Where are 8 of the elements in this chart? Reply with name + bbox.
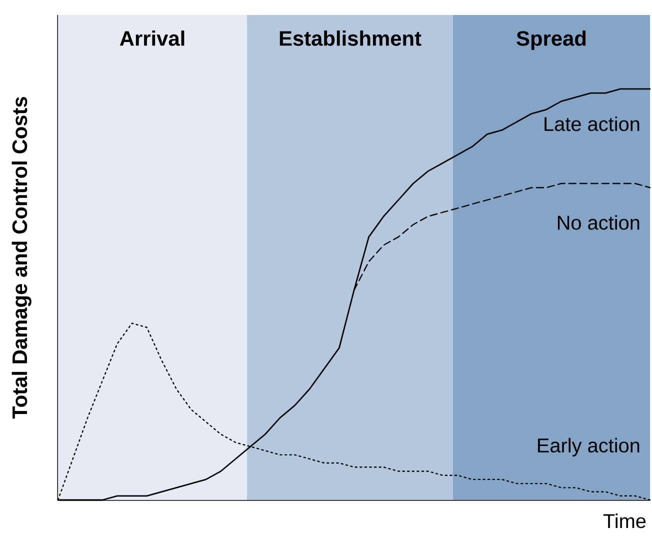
series-label: Early action [538,438,640,456]
series-label: Late action [544,116,640,132]
y-axis-title: Total Damage and Control Costs [12,96,32,419]
text: Establishment [280,30,422,46]
series-label: No action [558,215,640,230]
text: Arrival [120,30,184,46]
text: Spread [516,30,586,50]
x-axis-title: Time [603,514,646,528]
